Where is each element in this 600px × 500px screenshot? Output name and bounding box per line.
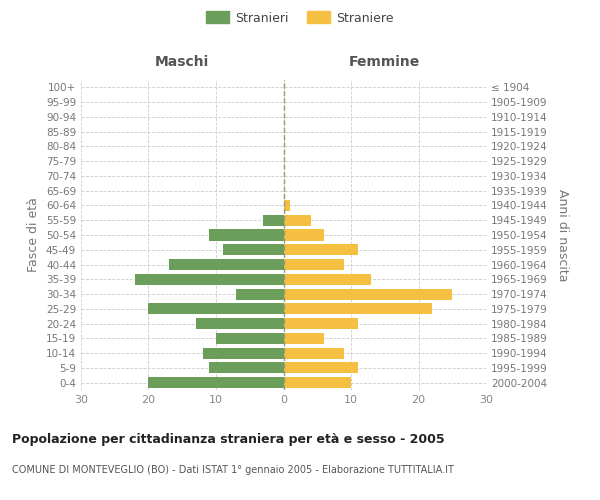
Bar [284,274,371,285]
Bar [149,304,284,314]
Legend: Stranieri, Straniere: Stranieri, Straniere [202,6,398,30]
Bar [149,377,284,388]
Bar [209,230,284,240]
Bar [135,274,284,285]
Text: Popolazione per cittadinanza straniera per età e sesso - 2005: Popolazione per cittadinanza straniera p… [12,432,445,446]
Bar [196,318,284,329]
Bar [223,244,284,256]
Bar [263,214,284,226]
Y-axis label: Fasce di età: Fasce di età [28,198,40,272]
Text: Femmine: Femmine [349,56,421,70]
Bar [284,230,324,240]
Bar [203,348,284,358]
Bar [284,333,324,344]
Bar [284,318,358,329]
Y-axis label: Anni di nascita: Anni di nascita [556,188,569,281]
Bar [284,377,351,388]
Bar [284,200,290,211]
Bar [169,259,284,270]
Bar [284,244,358,256]
Bar [284,348,344,358]
Bar [284,288,452,300]
Bar [284,214,311,226]
Bar [209,362,284,374]
Text: Maschi: Maschi [155,56,209,70]
Bar [284,259,344,270]
Bar [216,333,284,344]
Bar [284,304,432,314]
Bar [284,362,358,374]
Bar [236,288,284,300]
Text: COMUNE DI MONTEVEGLIO (BO) - Dati ISTAT 1° gennaio 2005 - Elaborazione TUTTITALI: COMUNE DI MONTEVEGLIO (BO) - Dati ISTAT … [12,465,454,475]
